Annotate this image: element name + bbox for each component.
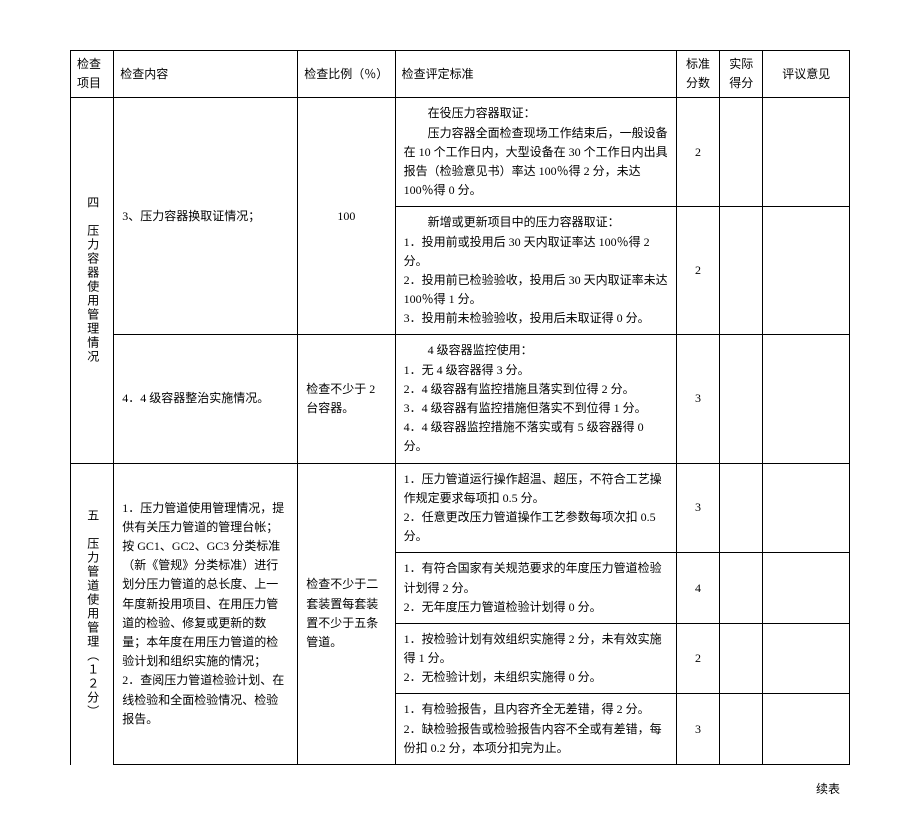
section4-row2-score: 3 — [676, 335, 719, 463]
comment-cell — [763, 207, 850, 335]
section4-row2-content: 4．4 级容器整治实施情况。 — [114, 335, 298, 463]
section5-score-c: 2 — [676, 623, 719, 694]
section5-criteria-d: 1．有检验报告，且内容齐全无差错，得 2 分。2．缺检验报告或检验报告内容不全或… — [395, 694, 676, 765]
footer-text: 续表 — [70, 765, 850, 797]
section5-title: 五 压力管道使用管理（１２分） — [71, 463, 114, 764]
header-col7: 评议意见 — [763, 51, 850, 98]
header-col6: 实际得分 — [720, 51, 763, 98]
header-col2: 检查内容 — [114, 51, 298, 98]
actual-score-cell — [720, 694, 763, 765]
actual-score-cell — [720, 207, 763, 335]
section4-row1-ratio: 100 — [298, 98, 395, 335]
section4-row1-criteria-a: 在役压力容器取证： 压力容器全面检查现场工作结束后，一般设备在 10 个工作日内… — [395, 98, 676, 207]
section5-criteria-b: 1．有符合国家有关规范要求的年度压力管道检验计划得 2 分。2．无年度压力管道检… — [395, 553, 676, 624]
header-col4: 检查评定标准 — [395, 51, 676, 98]
inspection-table: 检查项目 检查内容 检查比例（％） 检查评定标准 标准分数 实际得分 评议意见 … — [70, 50, 850, 765]
section5-ratio: 检查不少于二套装置每套装置不少于五条管道。 — [298, 463, 395, 764]
header-col3: 检查比例（％） — [298, 51, 395, 98]
header-col5: 标准分数 — [676, 51, 719, 98]
section4-row1-content: 3、压力容器换取证情况； — [114, 98, 298, 335]
actual-score-cell — [720, 623, 763, 694]
section5-content: 1．压力管道使用管理情况，提供有关压力管道的管理台帐；按 GC1、GC2、GC3… — [114, 463, 298, 764]
header-col1: 检查项目 — [71, 51, 114, 98]
actual-score-cell — [720, 335, 763, 463]
actual-score-cell — [720, 553, 763, 624]
comment-cell — [763, 694, 850, 765]
section5-criteria-c: 1．按检验计划有效组织实施得 2 分，未有效实施得 1 分。2．无检验计划，未组… — [395, 623, 676, 694]
section4-row1-criteria-b: 新增或更新项目中的压力容器取证：1．投用前或投用后 30 天内取证率达 100％… — [395, 207, 676, 335]
actual-score-cell — [720, 463, 763, 553]
actual-score-cell — [720, 98, 763, 207]
section4-row2-criteria: 4 级容器监控使用：1．无 4 级容器得 3 分。2．4 级容器有监控措施且落实… — [395, 335, 676, 463]
section5-score-b: 4 — [676, 553, 719, 624]
section4-row1-score-a: 2 — [676, 98, 719, 207]
section4-row2-ratio: 检查不少于 2 台容器。 — [298, 335, 395, 463]
section5-score-d: 3 — [676, 694, 719, 765]
comment-cell — [763, 463, 850, 553]
comment-cell — [763, 623, 850, 694]
comment-cell — [763, 553, 850, 624]
comment-cell — [763, 98, 850, 207]
section5-criteria-a: 1．压力管道运行操作超温、超压，不符合工艺操作规定要求每项扣 0.5 分。2．任… — [395, 463, 676, 553]
section4-title: 四 压力容器使用管理情况 — [71, 98, 114, 463]
section4-row1-score-b: 2 — [676, 207, 719, 335]
comment-cell — [763, 335, 850, 463]
section5-score-a: 3 — [676, 463, 719, 553]
